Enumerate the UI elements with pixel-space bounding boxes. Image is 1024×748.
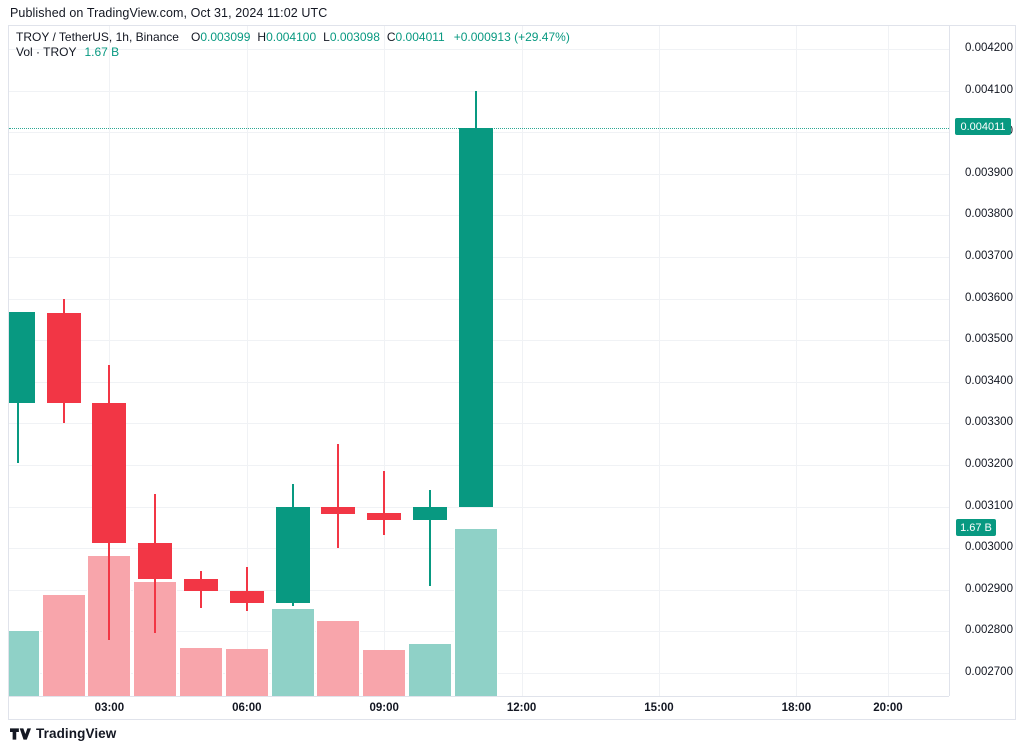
candle-body bbox=[9, 311, 35, 403]
vertical-gridline bbox=[384, 26, 386, 696]
tradingview-attribution[interactable]: TradingView bbox=[10, 726, 116, 741]
price-pane[interactable] bbox=[9, 26, 950, 696]
candle-body bbox=[413, 506, 447, 520]
candle-body bbox=[367, 512, 402, 520]
volume-bar bbox=[362, 650, 407, 696]
candle-body bbox=[184, 579, 218, 591]
current-volume-badge: 1.67 B bbox=[956, 519, 996, 536]
candle-body bbox=[229, 591, 264, 604]
volume-bar bbox=[133, 582, 178, 696]
candle-body bbox=[458, 127, 493, 507]
time-tick-label: 18:00 bbox=[781, 702, 812, 714]
chart-frame: 0.0042000.0041000.0040000.0039000.003800… bbox=[8, 25, 1016, 720]
price-tick-label: 0.003700 bbox=[965, 250, 1013, 262]
vertical-gridline bbox=[659, 26, 660, 696]
volume-bar bbox=[9, 631, 40, 696]
legend-symbol-row[interactable]: TROY / TetherUS, 1h, Binance O0.003099 H… bbox=[16, 30, 570, 44]
legend-volume-row[interactable]: Vol · TROY 1.67 B bbox=[16, 45, 570, 59]
vertical-gridline bbox=[109, 26, 111, 696]
vertical-gridline bbox=[246, 26, 248, 696]
price-tick-label: 0.004200 bbox=[965, 42, 1013, 54]
candle-wick bbox=[429, 490, 431, 587]
candle-body bbox=[46, 313, 81, 404]
price-tick-label: 0.002800 bbox=[965, 624, 1013, 637]
price-tick-label: 0.003200 bbox=[965, 458, 1013, 470]
published-note: Published on TradingView.com, Oct 31, 20… bbox=[10, 6, 328, 20]
candle-body bbox=[92, 402, 127, 543]
volume-bar bbox=[41, 595, 86, 696]
price-tick-label: 0.002900 bbox=[965, 582, 1013, 595]
current-price-badge: 0.004011 bbox=[955, 118, 1011, 135]
ohlc-close: C0.004011 bbox=[386, 30, 445, 44]
ohlc-open: O0.003099 bbox=[190, 30, 251, 44]
price-tick-label: 0.003100 bbox=[965, 499, 1013, 512]
horizontal-gridline bbox=[9, 90, 949, 92]
price-tick-label: 0.002700 bbox=[965, 666, 1013, 678]
candle-body bbox=[138, 542, 173, 580]
volume-bar bbox=[270, 609, 315, 696]
symbol-title: TROY / TetherUS, 1h, Binance bbox=[16, 30, 179, 44]
time-tick-label: 15:00 bbox=[644, 702, 674, 714]
price-tick-label: 0.003000 bbox=[965, 541, 1013, 554]
tradingview-logo-icon bbox=[10, 727, 31, 740]
time-tick-label: 09:00 bbox=[369, 702, 399, 714]
price-tick-label: 0.004100 bbox=[965, 83, 1013, 96]
volume-bar bbox=[408, 644, 452, 696]
chart-legend: TROY / TetherUS, 1h, Binance O0.003099 H… bbox=[16, 30, 570, 60]
horizontal-gridline bbox=[9, 506, 949, 508]
volume-label: Vol · TROY bbox=[16, 45, 77, 59]
time-tick-label: 12:00 bbox=[506, 702, 537, 714]
candle-wick bbox=[337, 444, 340, 549]
price-tick-label: 0.003600 bbox=[965, 291, 1013, 304]
vertical-gridline bbox=[796, 26, 798, 696]
volume-bar bbox=[179, 648, 223, 696]
price-tick-label: 0.003800 bbox=[965, 208, 1013, 221]
vertical-gridline bbox=[888, 26, 889, 696]
candle-wick bbox=[383, 471, 386, 535]
candle-body bbox=[321, 506, 356, 515]
volume-bar bbox=[453, 529, 498, 696]
volume-bar bbox=[316, 621, 361, 696]
price-axis[interactable]: 0.0042000.0041000.0040000.0039000.003800… bbox=[950, 26, 1015, 696]
volume-bar bbox=[224, 649, 269, 696]
candle-body bbox=[275, 506, 310, 604]
candle-wick bbox=[245, 566, 248, 611]
time-tick-label: 03:00 bbox=[94, 702, 125, 714]
price-tick-label: 0.003900 bbox=[965, 166, 1013, 179]
brand-name: TradingView bbox=[36, 726, 117, 741]
vertical-gridline bbox=[521, 26, 523, 696]
time-tick-label: 06:00 bbox=[232, 702, 262, 714]
price-tick-label: 0.003300 bbox=[965, 416, 1013, 429]
price-tick-label: 0.003400 bbox=[965, 374, 1013, 387]
time-tick-label: 20:00 bbox=[873, 702, 903, 714]
price-change: +0.000913 (+29.47%) bbox=[453, 30, 570, 44]
horizontal-gridline bbox=[9, 49, 949, 50]
time-axis[interactable]: 03:00 06:00 09:00 12:00 15:00 18:00 20:00 bbox=[9, 696, 949, 720]
ohlc-high: H0.004100 bbox=[257, 30, 317, 44]
price-tick-label: 0.003500 bbox=[965, 333, 1013, 346]
ohlc-low: L0.003098 bbox=[323, 30, 380, 44]
volume-value: 1.67 B bbox=[84, 45, 120, 59]
